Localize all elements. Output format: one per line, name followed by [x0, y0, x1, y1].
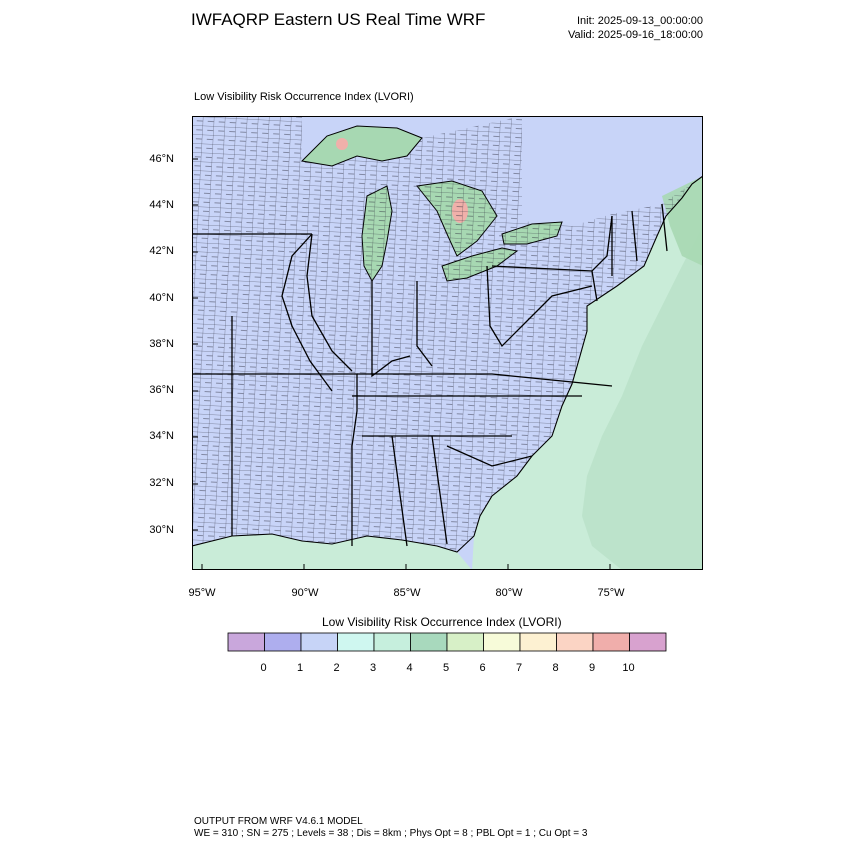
- map-panel: [192, 116, 703, 570]
- colorbar-label: 2: [333, 662, 340, 674]
- colorbar-swatch: [373, 632, 411, 652]
- lat-label-34: 34°N: [149, 430, 174, 442]
- canada-region: [522, 116, 703, 226]
- colorbar-label: 9: [588, 662, 596, 674]
- lat-label-42: 42°N: [149, 245, 174, 257]
- lat-label-32: 32°N: [149, 477, 174, 489]
- footer-line-1: OUTPUT FROM WRF V4.6.1 MODEL: [194, 816, 363, 827]
- gulf-of-mexico: [192, 534, 472, 570]
- colorbar-label: 7: [515, 662, 523, 674]
- lat-label-46: 46°N: [149, 153, 174, 165]
- lat-label-30: 30°N: [149, 524, 174, 536]
- lon-label-90: 90°W: [291, 587, 319, 599]
- colorbar-title: Low Visibility Risk Occurrence Index (LV…: [322, 615, 562, 629]
- colorbar-swatch: [519, 632, 557, 652]
- valid-time: Valid: 2025-09-16_18:00:00: [568, 29, 703, 41]
- colorbar-swatch: [264, 632, 302, 652]
- run-times: Init: 2025-09-13_00:00:00 Valid: 2025-09…: [568, 14, 703, 42]
- plot-subtitle: Low Visibility Risk Occurrence Index (LV…: [194, 91, 414, 103]
- coastline: [192, 175, 703, 553]
- colorbar-label: 10: [622, 662, 635, 674]
- colorbar-swatch: [410, 632, 448, 652]
- map-frame: [192, 116, 703, 570]
- colorbar-swatch: [446, 632, 484, 652]
- colorbar-label: 3: [369, 662, 377, 674]
- footer-line-2: WE = 310 ; SN = 275 ; Levels = 38 ; Dis …: [194, 828, 588, 839]
- lat-label-40: 40°N: [149, 292, 174, 304]
- lat-label-38: 38°N: [149, 338, 174, 350]
- lon-label-75: 75°W: [597, 587, 625, 599]
- lat-ticks: [192, 158, 198, 531]
- colorbar: [227, 632, 667, 652]
- lon-ticks: [201, 564, 611, 570]
- colorbar-swatch: [556, 632, 594, 652]
- colorbar-label: 4: [406, 662, 413, 674]
- colorbar-label: 8: [552, 662, 559, 674]
- colorbar-swatch: [300, 632, 338, 652]
- colorbar-label: 1: [296, 662, 304, 674]
- lon-label-80: 80°W: [495, 587, 523, 599]
- lon-label-85: 85°W: [393, 587, 421, 599]
- colorbar-swatch: [629, 632, 667, 652]
- colorbar-label: 6: [479, 662, 486, 674]
- colorbar-swatch: [483, 632, 521, 652]
- chart-title: IWFAQRP Eastern US Real Time WRF: [191, 10, 486, 29]
- lat-label-44: 44°N: [149, 199, 174, 211]
- init-time: Init: 2025-09-13_00:00:00: [577, 15, 703, 27]
- ocean-shelf: [582, 226, 703, 570]
- lon-label-95: 95°W: [188, 587, 216, 599]
- county-boundaries: [192, 116, 703, 552]
- model-footer: OUTPUT FROM WRF V4.6.1 MODEL WE = 310 ; …: [194, 816, 587, 840]
- lat-label-36: 36°N: [149, 384, 174, 396]
- colorbar-swatch: [337, 632, 375, 652]
- colorbar-swatch: [592, 632, 630, 652]
- hotspot-superior: [336, 138, 348, 150]
- colorbar-swatch: [227, 632, 265, 652]
- colorbar-label: 5: [442, 662, 450, 674]
- colorbar-label: 0: [260, 662, 267, 674]
